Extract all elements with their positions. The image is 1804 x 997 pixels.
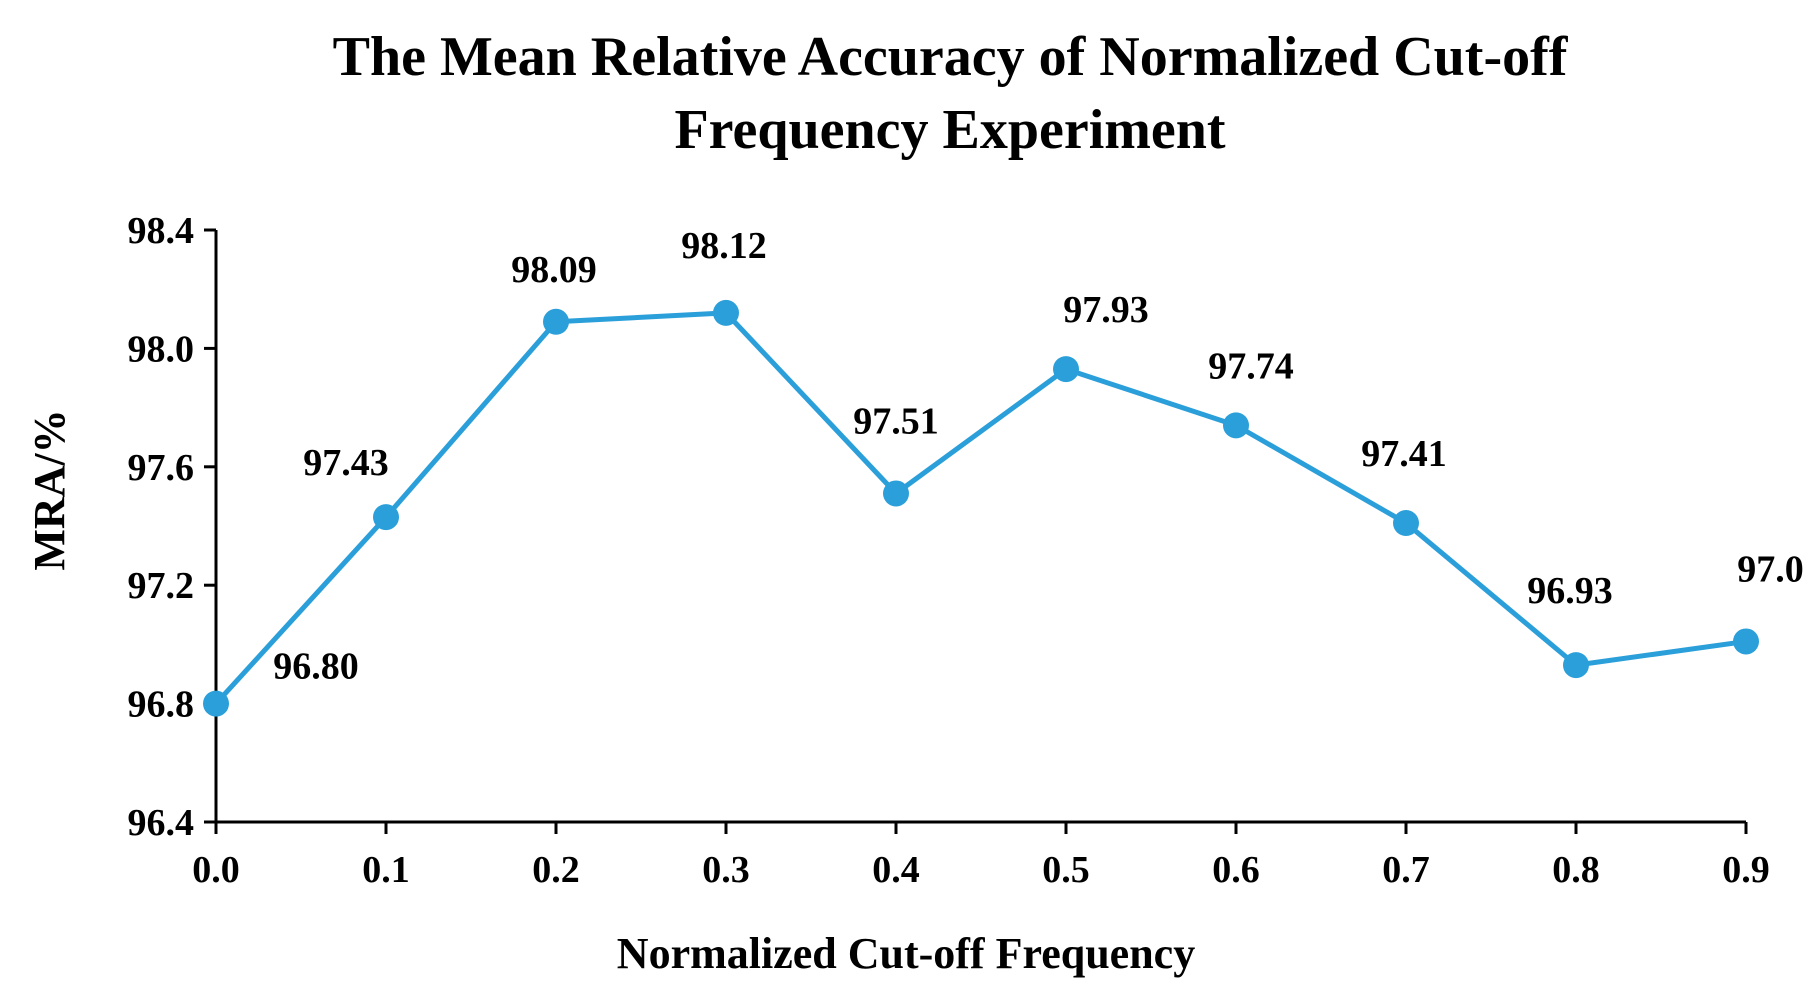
y-axis-ticks: 96.4 96.8 97.2 97.6 98.0 98.4 [128,210,216,844]
axes [214,230,1746,824]
x-tick-label: 0.2 [532,849,580,891]
x-tick-label: 0.0 [192,849,240,891]
y-tick-label: 97.6 [128,447,195,489]
x-axis-label: Normalized Cut-off Frequency [617,929,1195,978]
data-point [1393,510,1419,537]
data-point [1563,652,1589,679]
data-label: 97.41 [1361,433,1447,475]
x-axis-ticks: 0.0 0.1 0.2 0.3 0.4 0.5 0.6 0.7 0.8 0.9 [192,822,1770,891]
data-label: 97.93 [1063,289,1149,331]
y-tick-label: 96.8 [128,684,195,726]
data-point [1053,356,1079,383]
data-label: 96.80 [273,646,359,688]
y-tick-label: 98.0 [128,328,195,370]
data-point [373,504,399,531]
y-tick-label: 97.2 [128,565,195,607]
data-label: 98.12 [681,225,767,267]
data-label: 97.01 [1737,548,1804,590]
data-point [713,299,739,326]
data-point [1223,412,1249,439]
x-tick-label: 0.6 [1212,849,1260,891]
x-tick-label: 0.8 [1552,849,1600,891]
data-label: 96.93 [1527,570,1613,612]
data-label: 97.43 [303,442,389,484]
x-tick-label: 0.9 [1722,849,1770,891]
y-tick-label: 98.4 [128,210,195,252]
x-tick-label: 0.1 [362,849,410,891]
chart-title: The Mean Relative Accuracy of Normalized… [333,26,1569,161]
x-tick-label: 0.7 [1382,849,1430,891]
data-point [543,308,569,335]
data-point [1733,628,1759,655]
data-labels: 96.80 97.43 98.09 98.12 97.51 97.93 97.74 97.41… [273,225,1804,688]
y-axis-label: MRA/% [25,409,74,570]
chart-title-line-1: The Mean Relative Accuracy of Normalized… [333,26,1569,88]
series-line-mra [214,310,1747,706]
data-label: 97.51 [853,400,939,442]
chart-title-line-2: Frequency Experiment [674,99,1225,161]
data-point [203,690,229,717]
x-tick-label: 0.3 [702,849,750,891]
series-layer [203,299,1759,717]
data-point [883,480,909,507]
x-tick-label: 0.4 [872,849,920,891]
data-label: 98.09 [511,249,597,291]
data-label: 97.74 [1208,345,1294,387]
x-tick-label: 0.5 [1042,849,1090,891]
y-tick-label: 96.4 [128,802,195,844]
